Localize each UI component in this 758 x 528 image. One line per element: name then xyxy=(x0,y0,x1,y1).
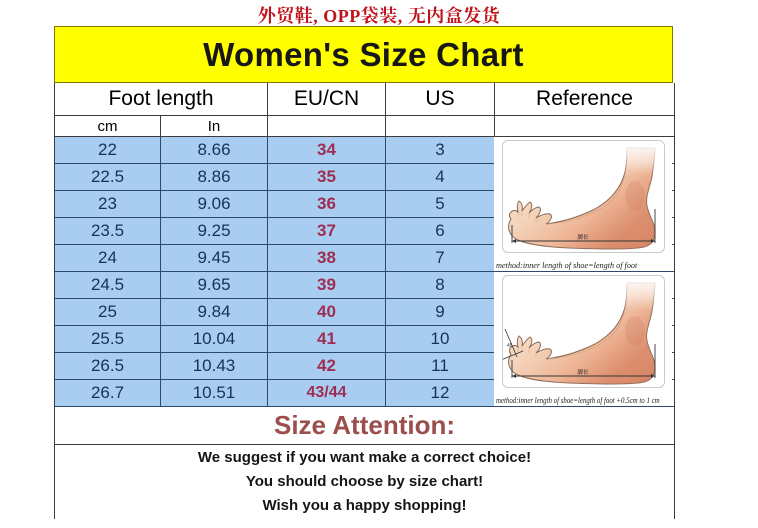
svg-text:45: 45 xyxy=(507,343,513,349)
svg-text:脚长: 脚长 xyxy=(577,368,589,376)
svg-text:脚长: 脚长 xyxy=(577,233,589,241)
